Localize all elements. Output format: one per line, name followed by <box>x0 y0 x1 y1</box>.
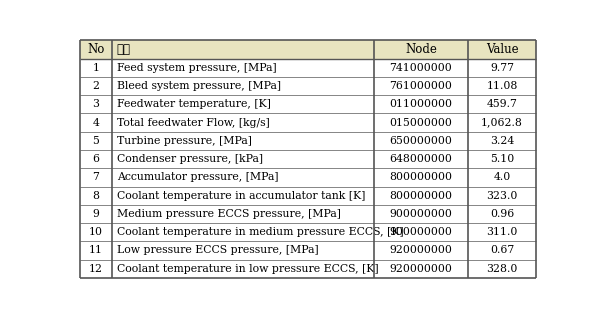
Text: Medium pressure ECCS pressure, [MPa]: Medium pressure ECCS pressure, [MPa] <box>117 209 341 219</box>
Text: 328.0: 328.0 <box>486 264 517 274</box>
Text: 311.0: 311.0 <box>486 227 517 237</box>
Text: 변수: 변수 <box>117 43 130 56</box>
Text: 761000000: 761000000 <box>389 81 453 91</box>
Text: 1: 1 <box>93 63 99 73</box>
Text: 3.24: 3.24 <box>490 136 514 146</box>
Text: 11.08: 11.08 <box>486 81 517 91</box>
Text: 459.7: 459.7 <box>487 99 517 109</box>
Text: 900000000: 900000000 <box>389 227 453 237</box>
Text: 12: 12 <box>89 264 103 274</box>
Text: Coolant temperature in medium pressure ECCS, [K]: Coolant temperature in medium pressure E… <box>117 227 404 237</box>
Bar <box>80 95 536 113</box>
Text: Accumulator pressure, [MPa]: Accumulator pressure, [MPa] <box>117 172 279 182</box>
Text: 0.96: 0.96 <box>490 209 514 219</box>
Text: Coolant temperature in low pressure ECCS, [K]: Coolant temperature in low pressure ECCS… <box>117 264 379 274</box>
Text: Coolant temperature in accumulator tank [K]: Coolant temperature in accumulator tank … <box>117 191 365 201</box>
Text: 800000000: 800000000 <box>389 191 453 201</box>
Text: 015000000: 015000000 <box>389 117 453 128</box>
Text: 9.77: 9.77 <box>490 63 514 73</box>
Bar <box>80 168 536 186</box>
Bar <box>80 40 536 59</box>
Text: 3: 3 <box>93 99 99 109</box>
Text: 650000000: 650000000 <box>389 136 453 146</box>
Text: 5: 5 <box>93 136 99 146</box>
Bar <box>80 150 536 168</box>
Text: 4: 4 <box>93 117 99 128</box>
Text: 011000000: 011000000 <box>389 99 453 109</box>
Bar <box>80 205 536 223</box>
Text: No: No <box>87 43 105 56</box>
Bar <box>80 223 536 241</box>
Text: 323.0: 323.0 <box>486 191 517 201</box>
Text: 900000000: 900000000 <box>389 209 453 219</box>
Text: Feedwater temperature, [K]: Feedwater temperature, [K] <box>117 99 271 109</box>
Bar <box>80 77 536 95</box>
Text: 11: 11 <box>89 245 103 255</box>
Text: 4.0: 4.0 <box>493 172 511 182</box>
Text: Bleed system pressure, [MPa]: Bleed system pressure, [MPa] <box>117 81 281 91</box>
Bar <box>80 113 536 132</box>
Text: 0.67: 0.67 <box>490 245 514 255</box>
Text: Node: Node <box>405 43 437 56</box>
Text: 10: 10 <box>89 227 103 237</box>
Text: Low pressure ECCS pressure, [MPa]: Low pressure ECCS pressure, [MPa] <box>117 245 319 255</box>
Text: 2: 2 <box>93 81 99 91</box>
Text: Feed system pressure, [MPa]: Feed system pressure, [MPa] <box>117 63 277 73</box>
Text: Condenser pressure, [kPa]: Condenser pressure, [kPa] <box>117 154 263 164</box>
Text: 9: 9 <box>93 209 99 219</box>
Text: 920000000: 920000000 <box>389 264 453 274</box>
Text: 920000000: 920000000 <box>389 245 453 255</box>
Bar <box>80 132 536 150</box>
Text: Total feedwater Flow, [kg/s]: Total feedwater Flow, [kg/s] <box>117 117 270 128</box>
Text: 648000000: 648000000 <box>389 154 453 164</box>
Bar <box>80 260 536 278</box>
Text: 5.10: 5.10 <box>490 154 514 164</box>
Text: Value: Value <box>486 43 518 56</box>
Text: 800000000: 800000000 <box>389 172 453 182</box>
Bar <box>80 59 536 77</box>
Text: 741000000: 741000000 <box>389 63 453 73</box>
Bar <box>80 241 536 260</box>
Text: 7: 7 <box>93 172 99 182</box>
Text: 1,062.8: 1,062.8 <box>481 117 523 128</box>
Text: 8: 8 <box>93 191 99 201</box>
Text: 6: 6 <box>93 154 99 164</box>
Text: Turbine pressure, [MPa]: Turbine pressure, [MPa] <box>117 136 252 146</box>
Bar <box>80 186 536 205</box>
